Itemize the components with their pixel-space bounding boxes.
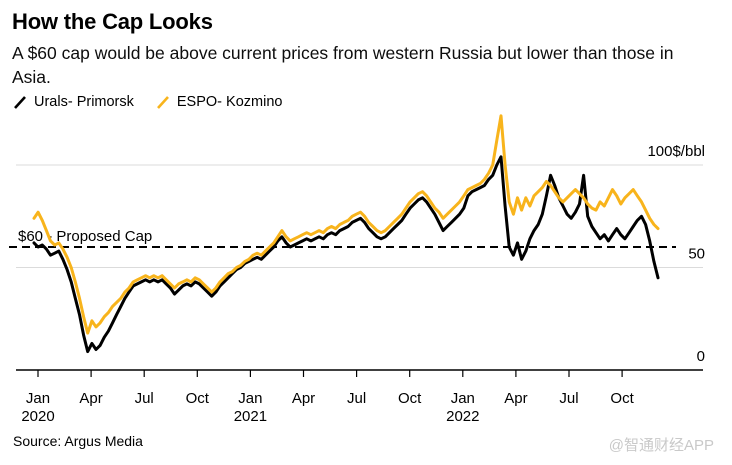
proposed-cap-label: $60 - Proposed Cap: [18, 228, 152, 245]
x-axis-month-label: Jan: [238, 390, 262, 407]
x-axis-year-label: 2022: [446, 408, 479, 425]
x-axis-month-label: Oct: [186, 390, 210, 407]
x-axis-month-label: Jan: [451, 390, 475, 407]
legend-item-urals: Urals- Primorsk: [13, 94, 134, 110]
x-axis-month-label: Jan: [26, 390, 50, 407]
x-axis-month-label: Apr: [504, 390, 527, 407]
black-slash-icon: [14, 95, 26, 109]
x-axis-year-label: 2020: [21, 408, 54, 425]
y-axis-label-0: 0: [697, 348, 705, 365]
chart-legend: Urals- Primorsk ESPO- Kozmino: [13, 94, 282, 110]
yellow-slash-line: [156, 95, 169, 109]
x-axis-month-label: Jul: [559, 390, 578, 407]
yellow-slash-icon: [156, 95, 169, 109]
y-axis-label-100: 100$/bbl: [647, 143, 705, 160]
legend-label-espo: ESPO- Kozmino: [176, 94, 283, 110]
chart-subtitle: A $60 cap would be above current prices …: [12, 43, 674, 87]
x-axis-month-label: Apr: [79, 390, 102, 407]
x-axis-month-label: Jul: [135, 390, 154, 407]
page-title: How the Cap Looks: [12, 9, 213, 34]
black-slash-line: [14, 95, 26, 109]
series-line-urals-primorsk: [32, 155, 660, 354]
x-axis-year-label: 2021: [234, 408, 267, 425]
watermark: @智通财经APP: [608, 437, 714, 454]
legend-item-espo: ESPO- Kozmino: [156, 94, 283, 110]
x-axis-month-label: Oct: [610, 390, 634, 407]
y-axis-label-50: 50: [688, 246, 705, 263]
x-axis-month-label: Oct: [398, 390, 422, 407]
series-line-espo-kozmino: [32, 114, 660, 335]
x-axis-month-label: Apr: [292, 390, 315, 407]
x-axis-month-label: Jul: [347, 390, 366, 407]
source-credit: Source: Argus Media: [13, 433, 143, 449]
legend-label-urals: Urals- Primorsk: [34, 94, 134, 110]
